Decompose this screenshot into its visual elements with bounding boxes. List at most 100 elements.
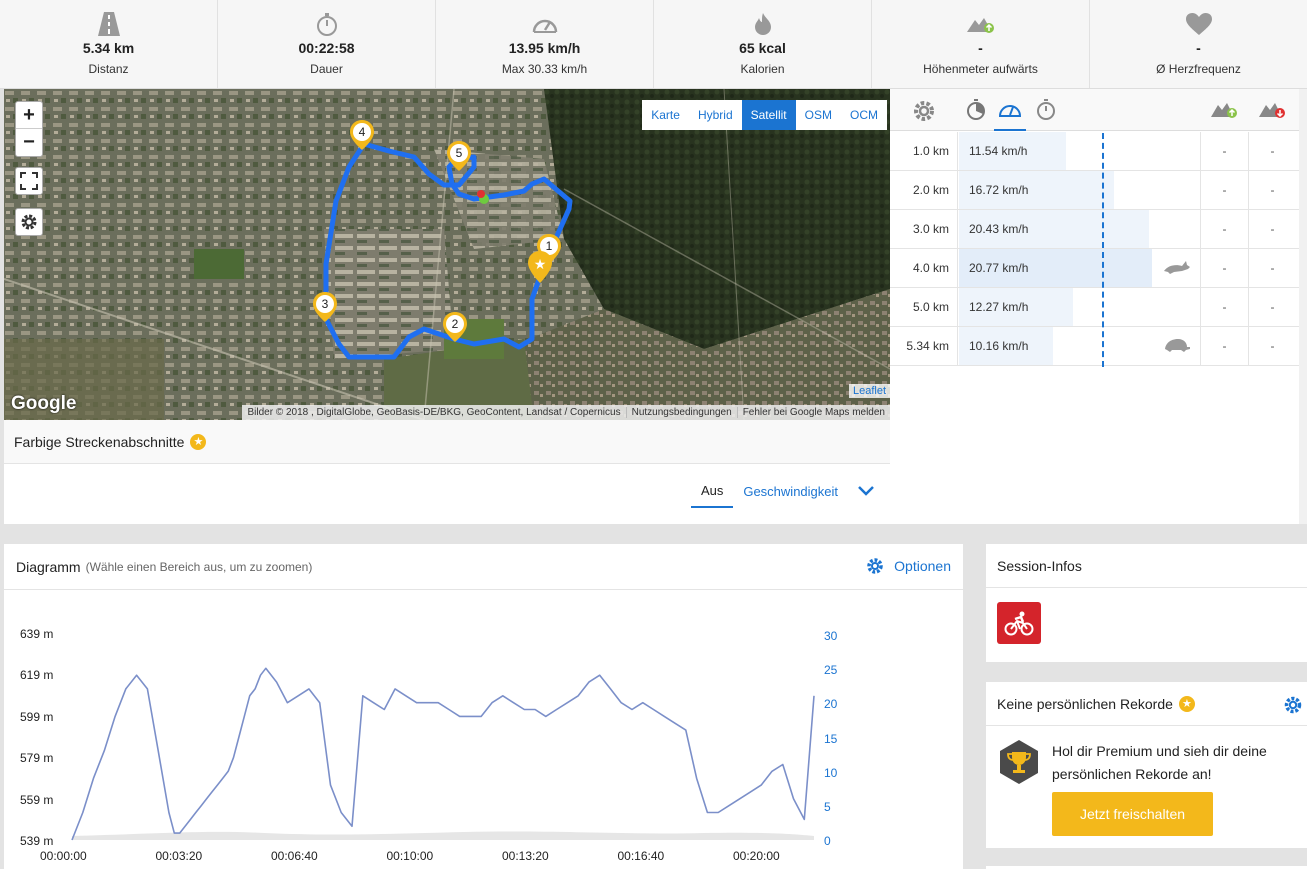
end-point xyxy=(477,190,485,198)
y-left-tick-label: 579 m xyxy=(20,751,54,766)
records-title: Keine persönlichen Rekorde ★ xyxy=(986,682,1307,726)
gear-icon xyxy=(867,558,883,574)
colored-segments-panel: Farbige Streckenabschnitte ★ Aus Geschwi… xyxy=(4,420,890,524)
tab-off[interactable]: Aus xyxy=(690,480,734,508)
split-elevation-down: - xyxy=(1248,249,1296,287)
options-button[interactable]: Optionen xyxy=(866,557,951,575)
segment-tabs: Aus Geschwindigkeit xyxy=(681,480,874,508)
km-marker-3[interactable]: 3 xyxy=(313,292,337,322)
split-speed: 16.72 km/h xyxy=(969,183,1029,197)
stat-calories: 65 kcal Kalorien xyxy=(654,0,872,88)
turtle-icon xyxy=(1162,337,1192,356)
scrollbar[interactable] xyxy=(1299,89,1307,524)
google-logo: Google xyxy=(11,393,77,414)
layer-ocm[interactable]: OCM xyxy=(850,108,878,122)
stat-elevation-up: - Höhenmeter aufwärts xyxy=(872,0,1090,88)
options-label: Optionen xyxy=(894,558,951,574)
layer-satellit[interactable]: Satellit xyxy=(741,100,796,130)
unlock-premium-button[interactable]: Jetzt freischalten xyxy=(1052,792,1213,836)
split-row[interactable]: 2.0 km 16.72 km/h - - xyxy=(890,171,1299,210)
split-row[interactable]: 5.34 km 10.16 km/h - - xyxy=(890,327,1299,366)
gear-icon[interactable] xyxy=(1283,695,1303,720)
stat-label: Max 30.33 km/h xyxy=(501,62,588,76)
speed-series-line xyxy=(71,667,815,841)
split-elevation-down: - xyxy=(1248,171,1296,209)
report-error-link[interactable]: Fehler bei Google Maps melden xyxy=(736,407,890,418)
stat-value: 13.95 km/h xyxy=(508,40,581,56)
premium-star-icon: ★ xyxy=(1178,695,1195,712)
session-info-panel: Session-Infos xyxy=(986,544,1307,662)
flame-icon xyxy=(753,10,773,38)
layer-karte[interactable]: Karte xyxy=(651,108,680,122)
average-speed-line xyxy=(1102,133,1104,367)
x-tick-label: 00:10:00 xyxy=(386,849,434,863)
satellite-imagery: 1 ★ 2 3 4 5 xyxy=(4,89,890,420)
stat-label: Ø Herzfrequenz xyxy=(1156,62,1241,76)
stat-label: Distanz xyxy=(88,62,129,76)
map-layer-switcher: Karte Hybrid Satellit OSM OCM xyxy=(642,100,887,130)
km-marker-4[interactable]: 4 xyxy=(350,120,374,150)
km-marker-label: 2 xyxy=(452,317,459,331)
summary-stats-bar: 5.34 km Distanz 00:22:58 Dauer 13.95 km/… xyxy=(0,0,1307,89)
elevation-area xyxy=(72,831,814,840)
stat-value: 5.34 km xyxy=(82,40,135,56)
split-speed-bar xyxy=(959,210,1149,248)
split-row[interactable]: 3.0 km 20.43 km/h - - xyxy=(890,210,1299,249)
segments-title-text: Farbige Streckenabschnitte xyxy=(14,433,185,450)
start-star-marker[interactable]: ★ xyxy=(528,251,552,283)
gear-icon[interactable] xyxy=(912,99,936,128)
y-right-tick-label: 10 xyxy=(824,765,838,780)
map-settings-button[interactable] xyxy=(15,208,43,236)
speed-elevation-chart[interactable] xyxy=(4,544,963,869)
elevation-up-icon[interactable] xyxy=(1210,99,1238,124)
x-tick-label: 00:16:40 xyxy=(617,849,665,863)
pace-icon[interactable] xyxy=(965,99,987,126)
hare-icon xyxy=(1162,259,1192,278)
km-marker-5[interactable]: 5 xyxy=(447,141,471,171)
diagram-title: Diagramm xyxy=(16,558,81,575)
km-marker-label: 4 xyxy=(359,125,366,139)
split-elevation-down: - xyxy=(1248,288,1296,326)
km-marker-label: 3 xyxy=(322,297,329,311)
y-left-tick-label: 539 m xyxy=(20,834,54,848)
zoom-out-button[interactable]: − xyxy=(23,131,35,153)
split-speed-bar xyxy=(959,171,1114,209)
y-right-tick-label: 25 xyxy=(824,663,838,678)
zoom-in-button[interactable]: + xyxy=(16,102,42,129)
split-elevation-up: - xyxy=(1200,171,1248,209)
split-speed: 20.77 km/h xyxy=(969,261,1029,275)
x-tick-label: 00:00:00 xyxy=(40,849,87,863)
records-title-text: Keine persönlichen Rekorde xyxy=(997,695,1173,712)
stat-speed: 13.95 km/h Max 30.33 km/h xyxy=(436,0,654,88)
leaflet-link[interactable]: Leaflet xyxy=(848,384,890,398)
chevron-down-icon[interactable] xyxy=(858,481,874,507)
split-elevation-up: - xyxy=(1200,288,1248,326)
route-map[interactable]: 1 ★ 2 3 4 5 + − xyxy=(4,89,890,420)
stat-value: - xyxy=(978,40,983,56)
stat-heart-rate: - Ø Herzfrequenz xyxy=(1090,0,1307,88)
split-row[interactable]: 5.0 km 12.27 km/h - - xyxy=(890,288,1299,327)
y-left-tick-label: 619 m xyxy=(20,668,54,683)
trophy-icon xyxy=(998,739,1040,790)
stopwatch-icon[interactable] xyxy=(1035,99,1057,126)
layer-hybrid[interactable]: Hybrid xyxy=(697,108,733,122)
stat-duration: 00:22:58 Dauer xyxy=(218,0,436,88)
speedometer-icon[interactable] xyxy=(994,97,1026,131)
terms-link[interactable]: Nutzungsbedingungen xyxy=(625,407,737,418)
fullscreen-button[interactable] xyxy=(15,167,43,195)
km-marker-2[interactable]: 2 xyxy=(443,312,467,342)
split-elevation-down: - xyxy=(1248,132,1296,170)
diagram-header: Diagramm (Wähle einen Bereich aus, um zu… xyxy=(4,544,963,590)
split-row[interactable]: 4.0 km 20.77 km/h - - xyxy=(890,249,1299,288)
split-speed-bar xyxy=(959,249,1152,287)
elevation-down-icon[interactable] xyxy=(1258,99,1286,124)
layer-osm[interactable]: OSM xyxy=(804,108,832,122)
split-elevation-down: - xyxy=(1248,327,1296,365)
speedometer-icon xyxy=(531,10,559,38)
stopwatch-icon xyxy=(316,10,338,38)
segments-title: Farbige Streckenabschnitte ★ xyxy=(4,420,890,464)
split-row[interactable]: 1.0 km 11.54 km/h - - xyxy=(890,132,1299,171)
tab-speed[interactable]: Geschwindigkeit xyxy=(743,484,838,499)
x-tick-label: 00:13:20 xyxy=(502,849,549,863)
elevation-up-icon xyxy=(966,10,996,38)
